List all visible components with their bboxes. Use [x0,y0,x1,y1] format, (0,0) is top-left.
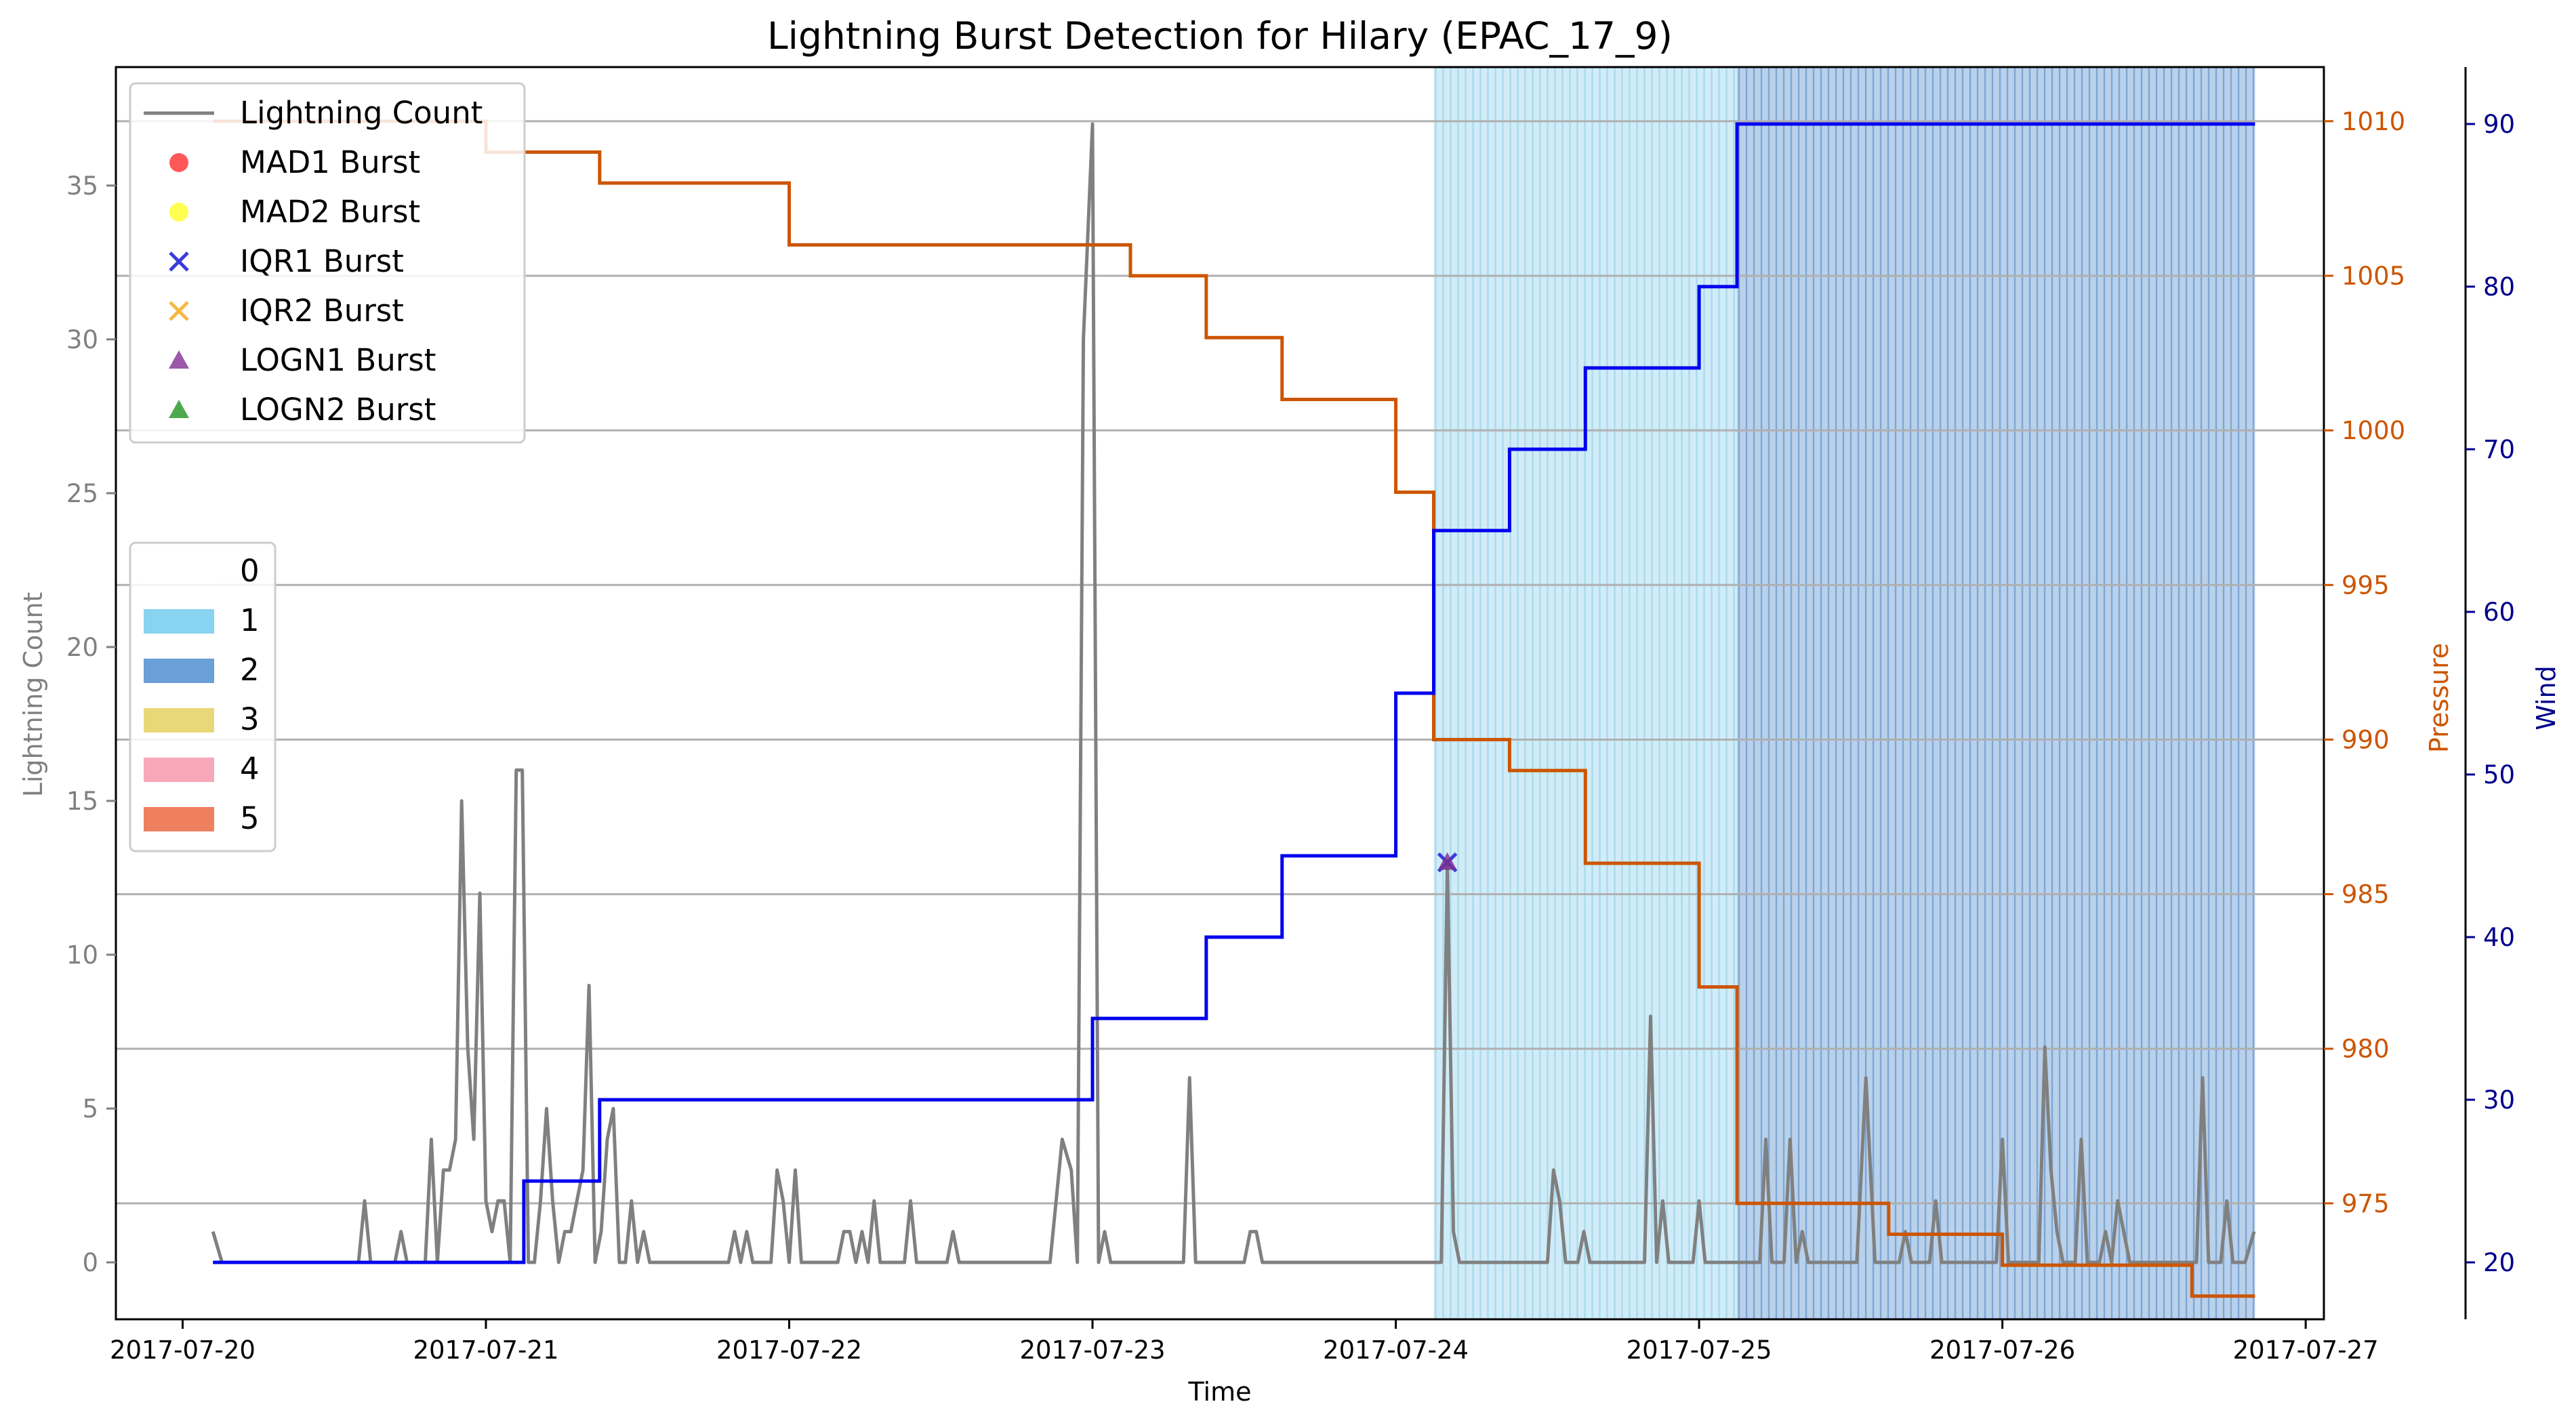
y-pressure-tick-label: 1000 [2342,416,2405,445]
wind-line [213,122,2255,1264]
y-pressure-tick-label: 985 [2342,880,2390,909]
x-tick-label: 2017-07-26 [1929,1336,2075,1365]
legend-series-label: IQR1 Burst [240,243,404,279]
legend-category-label: 4 [240,751,260,787]
legend-x-stroke [169,301,189,321]
legend-category-swatch [144,758,214,782]
legend-category-label: 5 [240,800,260,836]
y-axis-label-wind: Wind [2531,665,2561,730]
category-band-2 [1737,67,2255,1319]
x-axis-label: Time [1188,1377,1252,1407]
y-left-tick-label: 20 [66,633,98,662]
category-bands [1433,67,2255,1319]
legend-categories: 0 1 2 3 4 5 [129,541,277,852]
legend-series-label: IQR2 Burst [240,293,404,329]
y-pressure-tick-label: 990 [2342,725,2390,754]
legend-series-label: MAD1 Burst [240,144,420,180]
legend-category-label: 1 [240,602,260,638]
legend-category-swatch [144,807,214,831]
y-axis-label-lightning: Lightning Count [18,592,48,798]
y-left-tick-label: 15 [66,787,98,816]
y-wind-tick-label: 80 [2483,272,2515,302]
plot-series [211,119,2256,1298]
legend-swatch-circle [169,153,188,172]
y-axis-wind: 20 30 40 50 60 70 80 90 [2466,110,2515,1277]
legend-swatch-circle [169,203,188,222]
legend-x-stroke [169,251,189,272]
x-axis: 2017-07-20 2017-07-21 2017-07-22 2017-07-23… [110,1319,2379,1365]
x-tick-label: 2017-07-25 [1627,1336,1772,1365]
x-tick-label: 2017-07-24 [1323,1336,1469,1365]
legend-swatch-triangle [169,350,189,369]
legend-category-swatch [144,659,214,683]
y-left-tick-label: 0 [82,1248,98,1277]
legend-category-swatch [144,560,214,584]
y-pressure-tick-label: 980 [2342,1035,2390,1064]
y-left-tick-label: 5 [82,1094,98,1123]
chart-title: Lightning Burst Detection for Hilary (EP… [767,14,1673,58]
x-tick-label: 2017-07-23 [1020,1336,1166,1365]
legend-category-label: 0 [240,553,260,589]
y-axis-label-pressure: Pressure [2424,643,2454,753]
y-axis-lightning: 0 5 10 15 20 25 30 35 [66,171,116,1277]
legend-category-label: 3 [240,701,260,737]
legend-series-label: Lightning Count [240,95,483,131]
legend-swatch-x [169,251,189,272]
legend-series-label: LOGN2 Burst [240,392,436,428]
legend-swatch-x [169,301,189,321]
category-band-hatch-1 [1435,67,1735,1319]
legend-swatch-triangle [169,400,189,418]
legend-series-label: MAD2 Burst [240,194,420,230]
burst-marker-LOGN1 [1437,852,1457,870]
y-left-tick-label: 35 [66,171,98,201]
legend-series: Lightning Count MAD1 Burst MAD2 Burst IQR1 … [129,82,526,444]
y-wind-tick-label: 30 [2483,1086,2515,1115]
legend-series-box [129,82,526,444]
y-left-tick-label: 10 [66,941,98,970]
burst-markers [1437,852,1458,873]
x-tick-label: 2017-07-27 [2233,1336,2379,1365]
y-wind-tick-label: 60 [2483,598,2515,627]
x-tick-label: 2017-07-20 [110,1336,255,1365]
y-left-tick-label: 25 [66,479,98,508]
y-left-tick-label: 30 [66,325,98,354]
legend-series-label: LOGN1 Burst [240,342,436,378]
legend-category-swatch [144,708,214,732]
x-tick-label: 2017-07-22 [716,1336,862,1365]
y-wind-tick-label: 20 [2483,1248,2515,1277]
y-wind-tick-label: 90 [2483,110,2515,139]
y-pressure-tick-label: 1005 [2342,262,2405,291]
legend-category-label: 2 [240,652,260,688]
y-wind-tick-label: 50 [2483,760,2515,789]
y-axis-pressure: 975 980 985 990 995 1000 1005 1010 [2324,107,2405,1218]
y-wind-tick-label: 70 [2483,435,2515,464]
legend-category-swatch [144,609,214,634]
y-wind-tick-label: 40 [2483,923,2515,952]
lightning-count-line [211,122,2256,1264]
y-pressure-tick-label: 1010 [2342,107,2405,136]
x-tick-label: 2017-07-21 [413,1336,558,1365]
y-pressure-tick-label: 995 [2342,571,2390,600]
plot-frame [115,66,2325,1321]
y-pressure-tick-label: 975 [2342,1189,2390,1218]
